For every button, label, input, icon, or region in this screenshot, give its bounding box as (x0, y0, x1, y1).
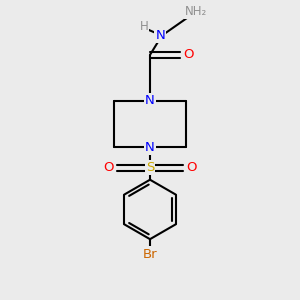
Text: NH₂: NH₂ (185, 5, 207, 18)
Text: N: N (145, 94, 155, 107)
Text: H: H (140, 20, 148, 33)
Text: O: O (183, 48, 194, 62)
Text: O: O (103, 161, 114, 174)
Text: O: O (186, 161, 197, 174)
Text: S: S (146, 161, 154, 174)
Text: N: N (155, 29, 165, 42)
Text: Br: Br (143, 248, 157, 260)
Text: N: N (145, 140, 155, 154)
